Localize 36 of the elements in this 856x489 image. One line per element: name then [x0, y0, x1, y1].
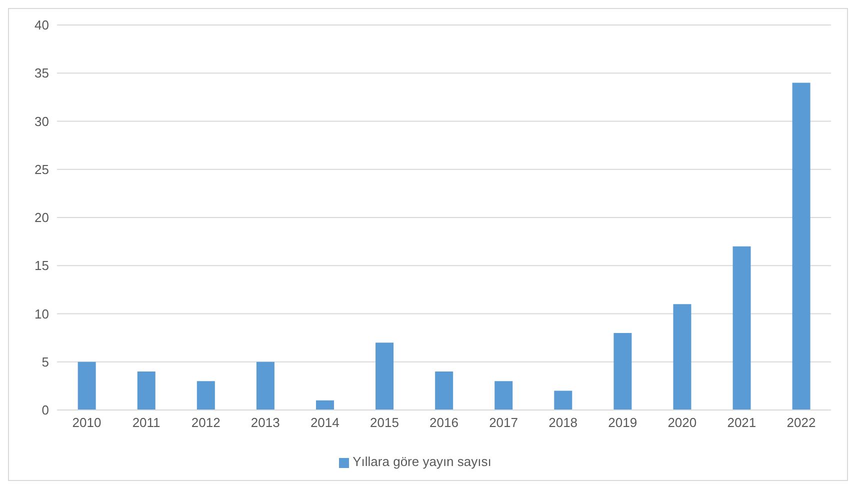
x-tick-label: 2019 — [608, 415, 638, 430]
bar — [614, 333, 632, 410]
y-tick-label: 30 — [34, 114, 49, 129]
x-tick-label: 2015 — [370, 415, 399, 430]
bar — [554, 390, 572, 410]
x-tick-label: 2014 — [310, 415, 340, 430]
y-tick-label: 40 — [34, 18, 49, 33]
bar — [196, 381, 215, 410]
y-tick-label: 5 — [42, 354, 49, 370]
bar — [137, 372, 156, 410]
bar — [732, 246, 751, 410]
x-tick-label: 2011 — [132, 415, 160, 430]
bar — [78, 362, 96, 410]
y-tick-label: 20 — [34, 210, 49, 226]
y-tick-label: 10 — [34, 306, 49, 322]
x-tick-label: 2013 — [250, 415, 280, 430]
x-tick-label: 2020 — [668, 415, 697, 430]
bar — [256, 362, 274, 410]
x-tick-label: 2016 — [430, 415, 458, 430]
bar — [792, 82, 810, 410]
x-tick-label: 2010 — [72, 415, 102, 430]
bar — [376, 342, 394, 410]
bar — [494, 381, 513, 410]
x-tick-label: 2017 — [489, 415, 518, 430]
y-tick-label: 15 — [34, 258, 49, 274]
y-tick-label: 0 — [42, 402, 49, 418]
x-tick-label: 2022 — [786, 415, 816, 430]
x-tick-label: 2018 — [548, 415, 578, 430]
legend-label: Yıllara göre yayın sayısı — [352, 454, 492, 469]
x-tick-label: 2012 — [191, 415, 220, 430]
y-tick-label: 35 — [34, 66, 49, 81]
x-tick-label: 2021 — [727, 415, 756, 430]
bar — [673, 304, 692, 410]
y-tick-label: 25 — [34, 162, 49, 177]
bar — [435, 372, 454, 410]
bar — [316, 400, 334, 410]
